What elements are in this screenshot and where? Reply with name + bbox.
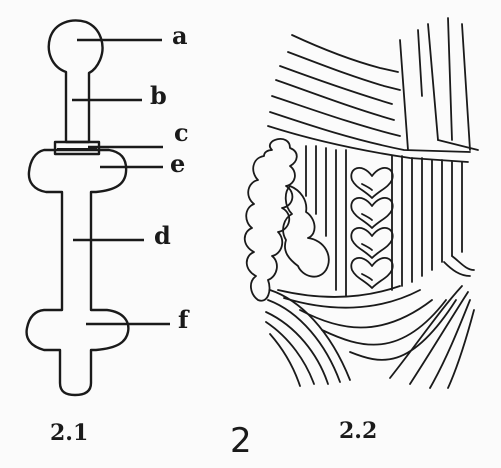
- label-b: b: [150, 81, 167, 110]
- diagram-2-2: [243, 17, 479, 389]
- lower-segment-outline: [25, 148, 130, 397]
- diagram-2-1: [25, 19, 170, 397]
- caption-2-1: 2.1: [50, 420, 89, 446]
- label-e: e: [170, 149, 186, 178]
- caption-2-2: 2.2: [339, 418, 378, 444]
- label-f: f: [178, 305, 189, 334]
- label-d: d: [154, 221, 171, 250]
- figure-number: 2: [230, 421, 252, 461]
- label-a: a: [172, 21, 188, 50]
- label-c: c: [174, 118, 189, 147]
- upper-segment-outline: [47, 19, 104, 144]
